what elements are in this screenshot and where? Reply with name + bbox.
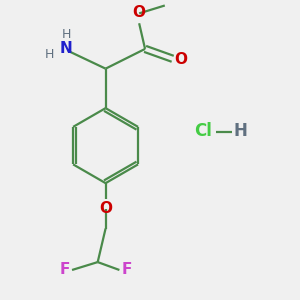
- Text: O: O: [99, 201, 112, 216]
- Text: H: H: [234, 122, 248, 140]
- Text: N: N: [60, 41, 73, 56]
- Text: F: F: [122, 262, 132, 278]
- Text: H: H: [61, 28, 71, 41]
- Text: F: F: [60, 262, 70, 278]
- Text: H: H: [45, 48, 54, 61]
- Text: O: O: [133, 5, 146, 20]
- Text: O: O: [175, 52, 188, 67]
- Text: Cl: Cl: [194, 122, 212, 140]
